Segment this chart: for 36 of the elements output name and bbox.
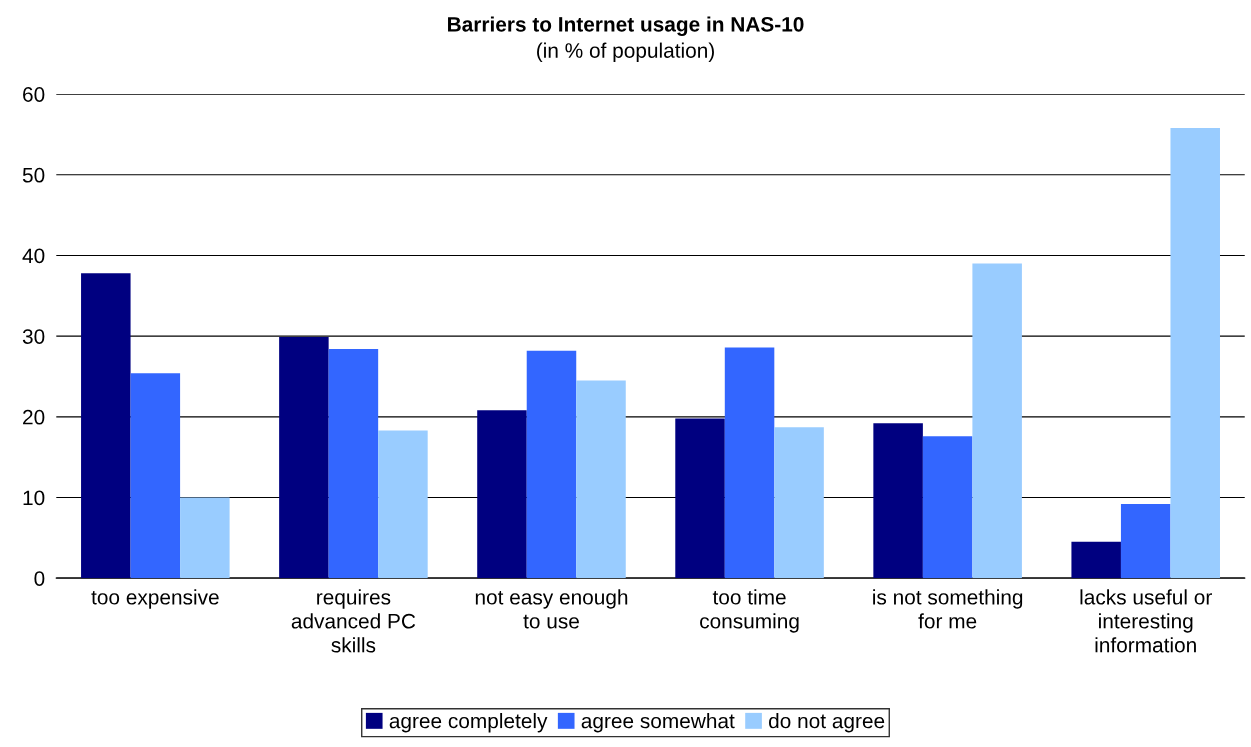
- bar: [724, 347, 775, 579]
- x-tick-label: is not something for me: [873, 589, 1023, 629]
- bar: [922, 436, 973, 579]
- y-tick-label: 0: [34, 571, 45, 586]
- bar: [526, 350, 577, 579]
- y-tick-label: 10: [23, 490, 45, 506]
- chart-title: Barriers to Internet usage in NAS-10: [448, 16, 804, 36]
- bar: [576, 380, 626, 579]
- chart-subtitle: (in % of population): [537, 42, 714, 62]
- bar: [1120, 503, 1171, 579]
- y-tick-label: 20: [23, 409, 45, 425]
- bar: [774, 427, 824, 579]
- x-tick-label: lacks useful or interesting information: [1080, 589, 1212, 653]
- bar: [972, 263, 1022, 579]
- bar: [1071, 541, 1121, 579]
- x-tick-label: not easy enough to use: [475, 589, 628, 629]
- y-tick-label: 30: [22, 329, 45, 344]
- legend-label: do not agree: [769, 713, 885, 733]
- x-tick-label: too expensive: [91, 589, 219, 609]
- y-tick-label: 60: [23, 87, 45, 102]
- bar: [675, 418, 725, 579]
- bar: [328, 349, 379, 579]
- legend-label: agree somewhat: [581, 713, 735, 733]
- y-tick-label: 50: [22, 167, 45, 183]
- y-tick-label: 40: [22, 248, 45, 264]
- bar: [1170, 128, 1220, 579]
- bar: [180, 497, 230, 579]
- bar: [378, 430, 428, 579]
- x-tick-label: requires advanced PC skills: [291, 589, 416, 653]
- legend-label: agree completely: [389, 713, 548, 733]
- bar: [873, 423, 923, 579]
- bar: [279, 336, 329, 579]
- bar: [81, 273, 131, 579]
- bar: [130, 373, 181, 579]
- bar: [477, 410, 527, 579]
- x-tick-label: too time consuming: [700, 589, 799, 633]
